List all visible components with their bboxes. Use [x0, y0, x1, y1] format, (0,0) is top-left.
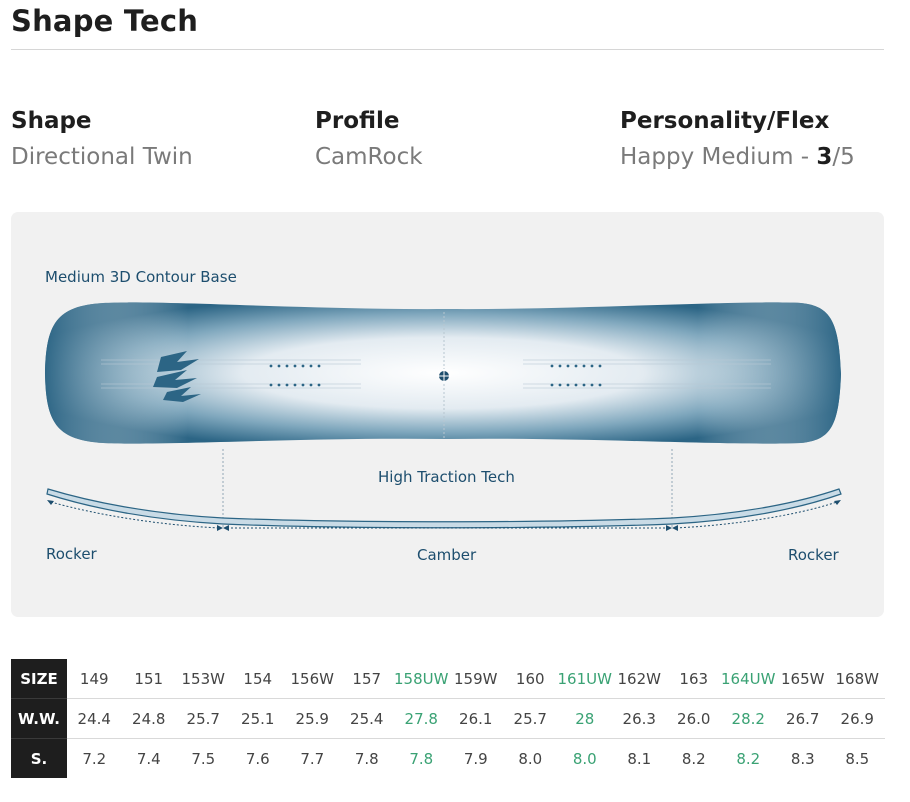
spec-shape: Shape Directional Twin: [11, 108, 193, 170]
setback-cell: 7.8: [354, 749, 379, 768]
binding-inserts-left: [269, 364, 321, 387]
size-cell: 163: [666, 659, 721, 699]
size-cell: 156W: [285, 659, 340, 699]
size-cell: 161UW: [557, 659, 612, 699]
waist-width-cell: 26.0: [666, 698, 721, 739]
shape-diagram-panel: Medium 3D Contour Base: [11, 212, 884, 617]
setback-cell: 8.0: [518, 749, 543, 768]
flex-desc: Happy Medium -: [620, 144, 817, 170]
setback-cell: 7.6: [245, 749, 270, 768]
spec-shape-label: Shape: [11, 108, 92, 134]
center-mark-icon: [437, 369, 451, 383]
snowboard-diagram: [45, 302, 842, 531]
size-cell: 151: [121, 659, 176, 699]
board-profile: [46, 488, 842, 529]
waist-width-row: W.W. 24.4 24.8 25.7 25.1 25.9 25.4 27.8 26.1 25.…: [11, 698, 885, 739]
spec-shape-value: Directional Twin: [11, 144, 193, 170]
size-cell: 149: [67, 659, 122, 699]
setback-cell: 7.4: [136, 749, 161, 768]
size-cell: 168W: [830, 659, 885, 699]
spec-flex-value: Happy Medium - 3/5: [620, 144, 855, 170]
waist-width-cell: 26.9: [830, 698, 885, 739]
setback-cell: 8.5: [845, 749, 870, 768]
traction-label: High Traction Tech: [378, 468, 515, 486]
setback-cell: 7.5: [191, 749, 216, 768]
size-cell: 158UW: [394, 659, 449, 699]
size-cell: 162W: [612, 659, 667, 699]
waist-width-header: W.W.: [11, 698, 67, 739]
title-divider: [11, 49, 884, 50]
setback-row: S. 7.2 7.4 7.5 7.6 7.7 7.8 7.8 7.9 8.0 8.0 8.1 8.2 8…: [11, 738, 885, 778]
setback-cell: 8.1: [627, 749, 652, 768]
waist-width-cell: 24.8: [121, 698, 176, 739]
waist-width-cell: 24.4: [67, 698, 122, 739]
setback-header: S.: [11, 738, 67, 778]
spec-flex: Personality/Flex Happy Medium - 3/5: [620, 108, 855, 170]
size-cell: 165W: [775, 659, 830, 699]
size-cell: 157: [339, 659, 394, 699]
camber-label: Camber: [417, 546, 477, 564]
binding-inserts-right: [550, 364, 602, 387]
waist-width-cell: 25.9: [285, 698, 340, 739]
base-label: Medium 3D Contour Base: [45, 268, 237, 286]
setback-cell: 7.2: [82, 749, 107, 768]
waist-width-cell: 26.3: [612, 698, 667, 739]
rocker-right-label: Rocker: [788, 546, 839, 564]
waist-width-cell: 27.8: [394, 698, 449, 739]
size-header: SIZE: [11, 659, 67, 699]
size-cell: 164UW: [721, 659, 776, 699]
setback-cell: 8.2: [736, 749, 761, 768]
setback-cell: 7.7: [300, 749, 325, 768]
setback-cell: 8.2: [681, 749, 706, 768]
size-cell: 159W: [448, 659, 503, 699]
size-chart-table: SIZE 149 151 153W 154 156W 157 158UW 159W 160 161…: [11, 659, 885, 778]
waist-width-cell: 25.7: [176, 698, 231, 739]
setback-cell: 7.8: [409, 749, 434, 768]
size-cell: 153W: [176, 659, 231, 699]
waist-width-cell: 25.4: [339, 698, 394, 739]
waist-width-cell: 28: [557, 698, 612, 739]
flex-rating: 3: [816, 144, 833, 170]
spec-profile-value: CamRock: [315, 144, 423, 170]
waist-width-cell: 26.7: [775, 698, 830, 739]
setback-cell: 8.3: [790, 749, 815, 768]
size-cell: 154: [230, 659, 285, 699]
size-row: SIZE 149 151 153W 154 156W 157 158UW 159W 160 161…: [11, 659, 885, 699]
size-cell: 160: [503, 659, 558, 699]
waist-width-cell: 25.7: [503, 698, 558, 739]
waist-width-cell: 25.1: [230, 698, 285, 739]
setback-cell: 8.0: [572, 749, 597, 768]
setback-cell: 7.9: [463, 749, 488, 768]
rocker-left-label: Rocker: [46, 545, 97, 563]
spec-profile-label: Profile: [315, 108, 400, 134]
spec-profile: Profile CamRock: [315, 108, 423, 170]
spec-flex-label: Personality/Flex: [620, 108, 830, 134]
brand-logo-icon: [153, 351, 201, 402]
page-title: Shape Tech: [11, 4, 199, 38]
waist-width-cell: 28.2: [721, 698, 776, 739]
flex-scale: /5: [832, 144, 855, 170]
waist-width-cell: 26.1: [448, 698, 503, 739]
